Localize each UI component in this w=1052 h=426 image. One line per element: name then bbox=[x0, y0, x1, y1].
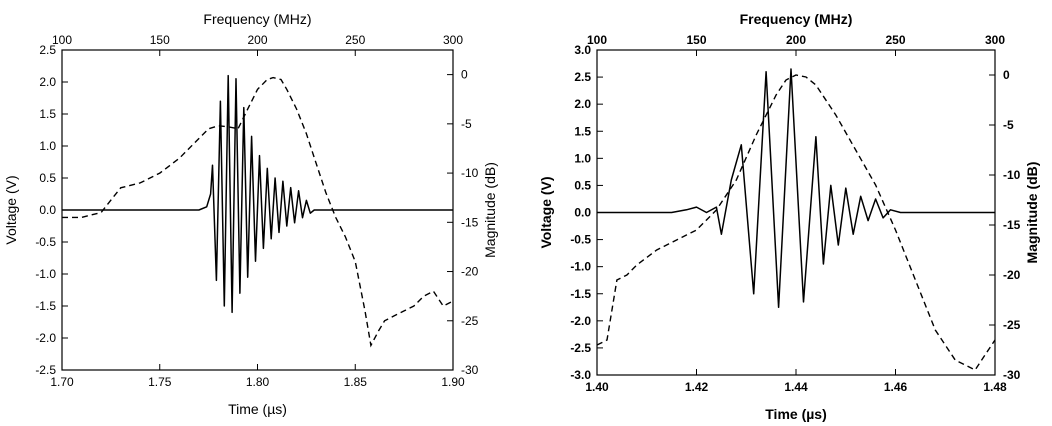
y-tick-label: -0.5 bbox=[570, 233, 591, 247]
right-chart-panel: 1.40 1.42 1.44 1.46 1.48 100 150 200 250 300 -3.0 -… bbox=[538, 11, 1040, 422]
y2-tick-label: -10 bbox=[461, 166, 479, 180]
x2-tick-label: 250 bbox=[345, 33, 365, 47]
y-tick-label: 2.0 bbox=[39, 75, 56, 89]
left-chart-panel: 1.70 1.75 1.80 1.85 1.90 100 150 200 250 300 -2.5 -… bbox=[3, 11, 498, 417]
y2-tick-label: -15 bbox=[461, 215, 479, 229]
y2-axis-title: Magnitude (dB) bbox=[482, 162, 498, 258]
x2-axis-title: Frequency (MHz) bbox=[740, 11, 853, 27]
y2-tick-label: -30 bbox=[461, 363, 479, 377]
voltage-series-line bbox=[597, 68, 995, 309]
y-tick-label: 2.0 bbox=[574, 97, 591, 111]
y-tick-label: -3.0 bbox=[570, 368, 591, 382]
x-axis-title: Time (µs) bbox=[765, 406, 827, 422]
x-tick-label: 1.90 bbox=[441, 375, 465, 389]
magnitude-series-line bbox=[596, 74, 996, 371]
x-tick-label: 1.46 bbox=[884, 380, 908, 394]
y-tick-label: 1.0 bbox=[574, 151, 591, 165]
y2-tick-label: -5 bbox=[1003, 118, 1014, 132]
y2-axis-title: Magnitude (dB) bbox=[1024, 162, 1040, 264]
y2-tick-label: -10 bbox=[1003, 168, 1021, 182]
x2-tick-label: 300 bbox=[985, 33, 1005, 47]
y-tick-label: -1.5 bbox=[570, 287, 591, 301]
y-tick-label: 1.5 bbox=[39, 107, 56, 121]
y-tick-label: -2.0 bbox=[570, 314, 591, 328]
y2-tick-label: -20 bbox=[461, 265, 479, 279]
voltage-series-line bbox=[62, 74, 453, 314]
x2-tick-label: 300 bbox=[443, 33, 463, 47]
x2-tick-label: 150 bbox=[686, 33, 706, 47]
y-axis-title: Voltage (V) bbox=[3, 175, 19, 244]
x2-tick-label: 100 bbox=[587, 33, 607, 47]
y2-tick-label: -15 bbox=[1003, 218, 1021, 232]
y-tick-label: -1.0 bbox=[35, 267, 56, 281]
y-tick-label: 2.5 bbox=[574, 70, 591, 84]
y2-tick-label: 0 bbox=[1003, 68, 1010, 82]
x-tick-label: 1.42 bbox=[685, 380, 709, 394]
y-tick-label: -2.0 bbox=[35, 331, 56, 345]
x-tick-label: 1.70 bbox=[50, 375, 74, 389]
x-axis-title: Time (µs) bbox=[228, 401, 287, 417]
y2-tick-label: -5 bbox=[461, 117, 472, 131]
y2-tick-label: -20 bbox=[1003, 268, 1021, 282]
y-tick-label: 1.5 bbox=[574, 124, 591, 138]
x2-tick-label: 250 bbox=[885, 33, 905, 47]
y-tick-label: 0.5 bbox=[574, 178, 591, 192]
x-tick-label: 1.48 bbox=[983, 380, 1007, 394]
y2-tick-label: -25 bbox=[461, 314, 479, 328]
y-tick-label: 3.0 bbox=[574, 43, 591, 57]
y2-tick-label: -30 bbox=[1003, 368, 1021, 382]
x-tick-label: 1.40 bbox=[585, 380, 609, 394]
y-tick-label: 1.0 bbox=[39, 139, 56, 153]
x2-tick-label: 150 bbox=[150, 33, 170, 47]
y2-tick-label: -25 bbox=[1003, 318, 1021, 332]
y-tick-label: -1.0 bbox=[570, 260, 591, 274]
x-tick-label: 1.85 bbox=[344, 375, 368, 389]
magnitude-series-line bbox=[62, 76, 454, 348]
y-tick-label: 0.0 bbox=[574, 206, 591, 220]
x-tick-label: 1.75 bbox=[148, 375, 172, 389]
y-tick-label: -1.5 bbox=[35, 299, 56, 313]
x-tick-label: 1.80 bbox=[246, 375, 270, 389]
y-tick-label: -2.5 bbox=[570, 341, 591, 355]
y-tick-label: -2.5 bbox=[35, 363, 56, 377]
x2-axis-title: Frequency (MHz) bbox=[203, 11, 311, 27]
y-axis-title: Voltage (V) bbox=[538, 176, 554, 248]
x2-tick-label: 100 bbox=[52, 33, 72, 47]
y-tick-label: 0.5 bbox=[39, 171, 56, 185]
y-tick-label: 0.0 bbox=[39, 203, 56, 217]
y2-tick-label: 0 bbox=[461, 68, 468, 82]
x2-tick-label: 200 bbox=[247, 33, 267, 47]
y-tick-label: -0.5 bbox=[35, 235, 56, 249]
x2-tick-label: 200 bbox=[786, 33, 806, 47]
x-tick-label: 1.44 bbox=[784, 380, 808, 394]
y-tick-label: 2.5 bbox=[39, 43, 56, 57]
